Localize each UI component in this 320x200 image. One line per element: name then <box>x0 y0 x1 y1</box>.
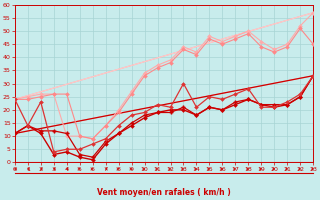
X-axis label: Vent moyen/en rafales ( km/h ): Vent moyen/en rafales ( km/h ) <box>97 188 231 197</box>
